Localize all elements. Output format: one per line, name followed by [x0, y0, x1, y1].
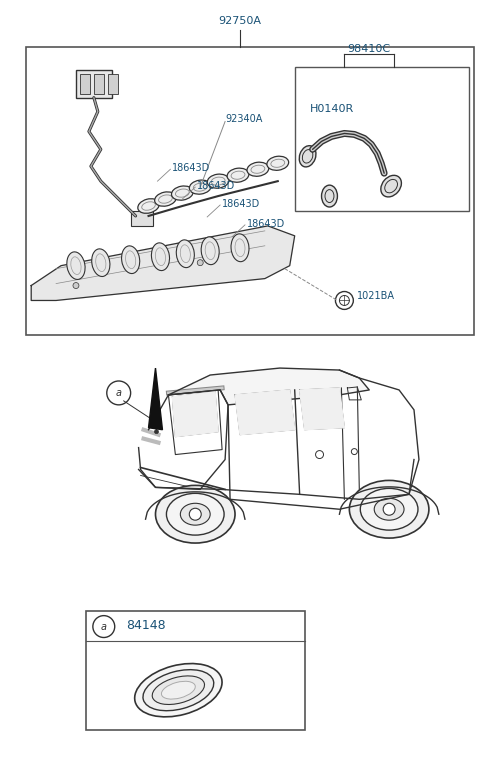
Ellipse shape [176, 240, 194, 268]
Text: 1021BA: 1021BA [357, 292, 396, 302]
Circle shape [155, 429, 158, 434]
Ellipse shape [267, 157, 288, 170]
Bar [76, 70, 112, 97]
Circle shape [73, 283, 79, 289]
Text: a: a [116, 388, 122, 398]
Text: 18643D: 18643D [222, 199, 260, 209]
Circle shape [336, 292, 353, 309]
Text: H0140R: H0140R [310, 103, 354, 113]
Ellipse shape [231, 234, 249, 261]
Ellipse shape [151, 243, 169, 271]
Polygon shape [235, 390, 295, 435]
Text: 92750A: 92750A [218, 16, 262, 26]
Ellipse shape [92, 249, 110, 277]
Circle shape [93, 616, 115, 638]
Ellipse shape [189, 180, 211, 195]
Polygon shape [172, 392, 218, 437]
Text: a: a [101, 622, 107, 632]
Ellipse shape [207, 174, 229, 188]
Text: 18643D: 18643D [197, 181, 236, 192]
Ellipse shape [180, 503, 210, 525]
Bar [108, 74, 118, 93]
Polygon shape [168, 368, 369, 405]
Ellipse shape [67, 252, 85, 280]
Bar [86, 610, 305, 730]
Polygon shape [300, 388, 344, 429]
Ellipse shape [381, 176, 401, 197]
Ellipse shape [167, 493, 224, 535]
Ellipse shape [360, 489, 418, 530]
Ellipse shape [171, 186, 193, 200]
Circle shape [197, 260, 203, 266]
Ellipse shape [227, 168, 249, 182]
Ellipse shape [302, 150, 313, 163]
Ellipse shape [138, 198, 159, 214]
Circle shape [107, 381, 131, 405]
Ellipse shape [247, 162, 269, 176]
Ellipse shape [385, 179, 397, 193]
Ellipse shape [374, 499, 404, 520]
Ellipse shape [349, 480, 429, 538]
Text: 98410C: 98410C [348, 44, 391, 54]
Text: 84148: 84148 [126, 619, 165, 632]
Ellipse shape [156, 486, 235, 543]
Ellipse shape [143, 670, 214, 711]
Polygon shape [31, 226, 295, 300]
Ellipse shape [322, 185, 337, 207]
Ellipse shape [201, 237, 219, 264]
Ellipse shape [299, 146, 316, 167]
Circle shape [189, 508, 201, 520]
Ellipse shape [155, 192, 176, 206]
Circle shape [383, 503, 395, 515]
Bar [94, 74, 104, 93]
Text: 18643D: 18643D [172, 163, 211, 173]
Bar [295, 67, 468, 211]
Bar [131, 211, 153, 226]
Bar [80, 74, 90, 93]
Ellipse shape [121, 246, 140, 274]
Ellipse shape [161, 681, 195, 699]
Text: 18643D: 18643D [247, 219, 285, 229]
Ellipse shape [135, 663, 222, 717]
Polygon shape [148, 368, 162, 429]
Text: 92340A: 92340A [225, 113, 263, 124]
Ellipse shape [152, 676, 204, 705]
Bar [26, 47, 474, 335]
